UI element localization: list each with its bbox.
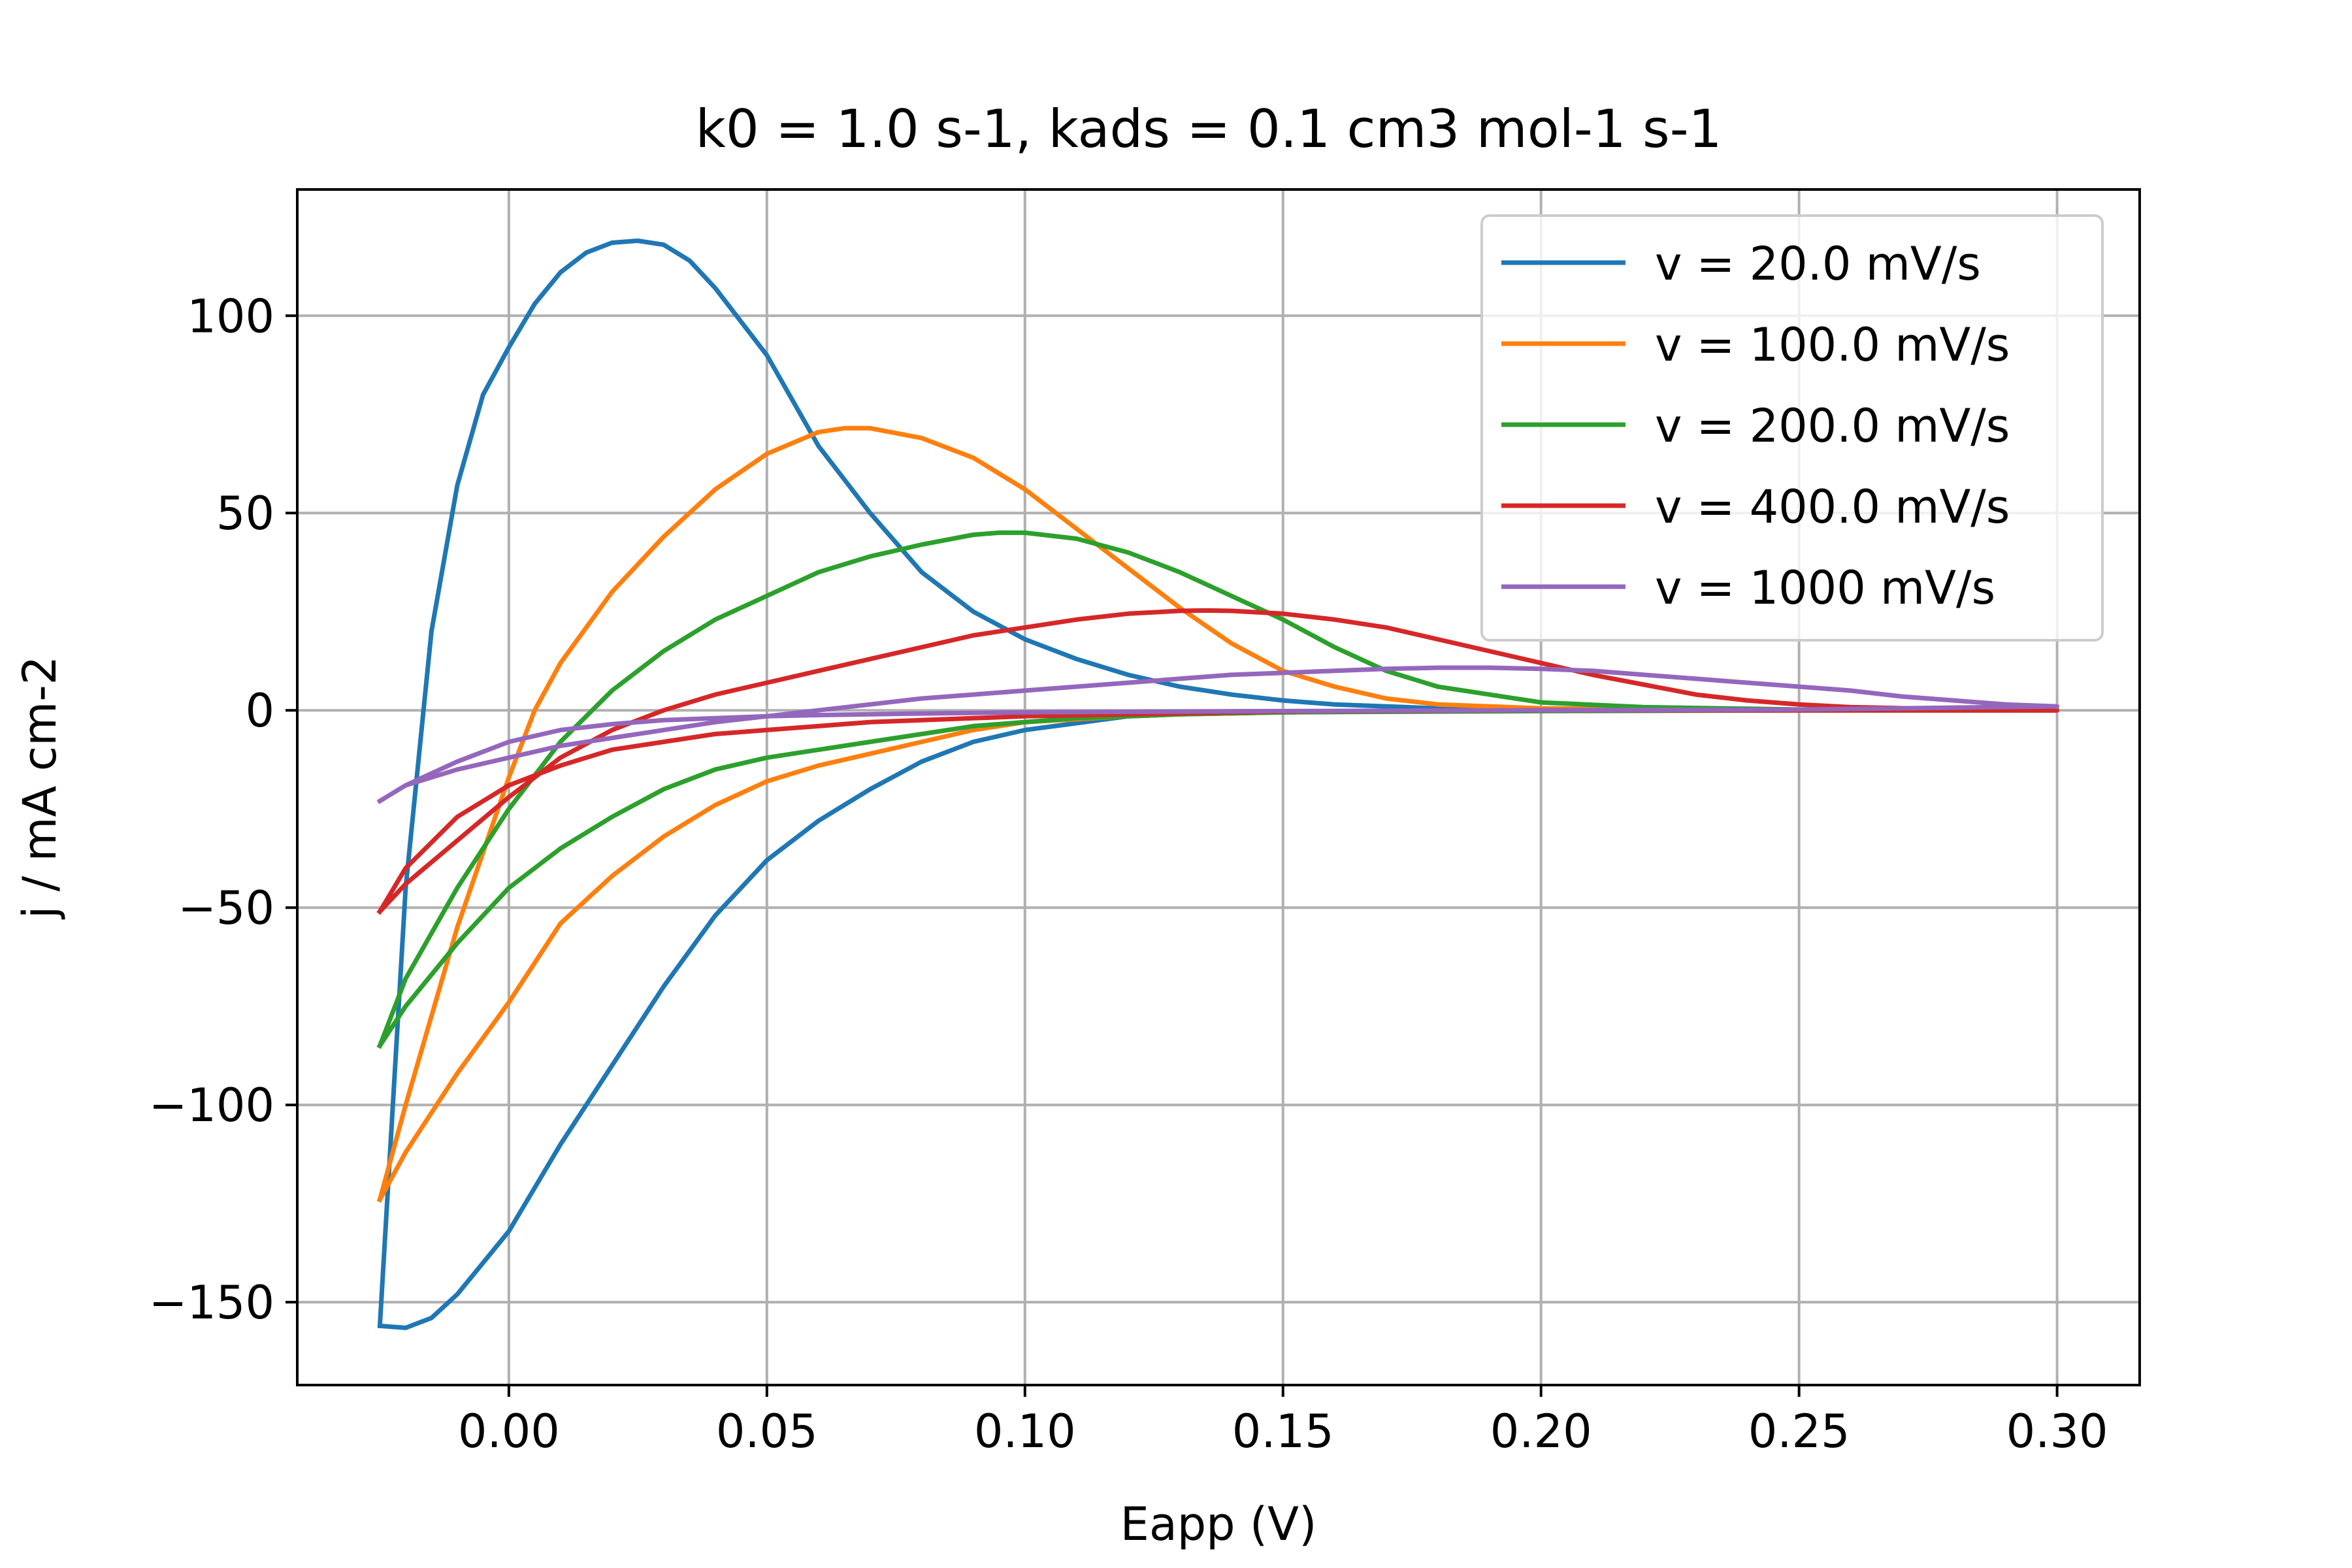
- plot-frame: [296, 188, 2141, 1386]
- x-tick-label: 0.20: [1490, 1405, 1592, 1458]
- x-tick-label: 0.25: [1748, 1405, 1850, 1458]
- y-tick-label: −100: [149, 1079, 274, 1132]
- legend-label: v = 100.0 mV/s: [1655, 318, 2010, 372]
- legend-label: v = 1000 mV/s: [1655, 561, 1995, 615]
- legend-label: v = 200.0 mV/s: [1655, 399, 2010, 453]
- legend-label: v = 20.0 mV/s: [1655, 237, 1981, 291]
- series-line-3: [376, 608, 2060, 915]
- legend-box: [1480, 214, 2104, 642]
- series-line-4: [376, 665, 2060, 804]
- legend: v = 20.0 mV/s v = 100.0 mV/s v = 200.0 mV/…: [1480, 214, 2104, 642]
- plot-lines: [376, 238, 2060, 1330]
- y-tick-label: 100: [187, 289, 274, 343]
- x-tick-label: 0.05: [716, 1405, 818, 1458]
- y-tick-label: 0: [245, 684, 274, 738]
- x-axis-label: Eapp (V): [1120, 1497, 1317, 1551]
- y-tick-label: −150: [149, 1276, 274, 1330]
- series-line-1: [376, 425, 2060, 1203]
- y-tick-label: 50: [216, 487, 274, 540]
- x-tick-label: 0.15: [1232, 1405, 1334, 1458]
- x-tick-label: 0.00: [458, 1405, 560, 1458]
- series-line-2: [376, 530, 2060, 1049]
- legend-label: v = 400.0 mV/s: [1655, 480, 2010, 534]
- axis-ticks: 0.00 0.05 0.10 0.15 0.20 0.25 0.30 100 50 0 −50 −10…: [149, 289, 2108, 1458]
- x-tick-label: 0.30: [2006, 1405, 2108, 1458]
- y-tick-label: −50: [178, 881, 274, 935]
- y-axis-label: j / mA cm-2: [13, 656, 67, 920]
- x-tick-label: 0.10: [974, 1405, 1076, 1458]
- series-line-0: [377, 238, 2060, 1330]
- chart-title: k0 = 1.0 s-1, kads = 0.1 cm3 mol-1 s-1: [695, 99, 1722, 159]
